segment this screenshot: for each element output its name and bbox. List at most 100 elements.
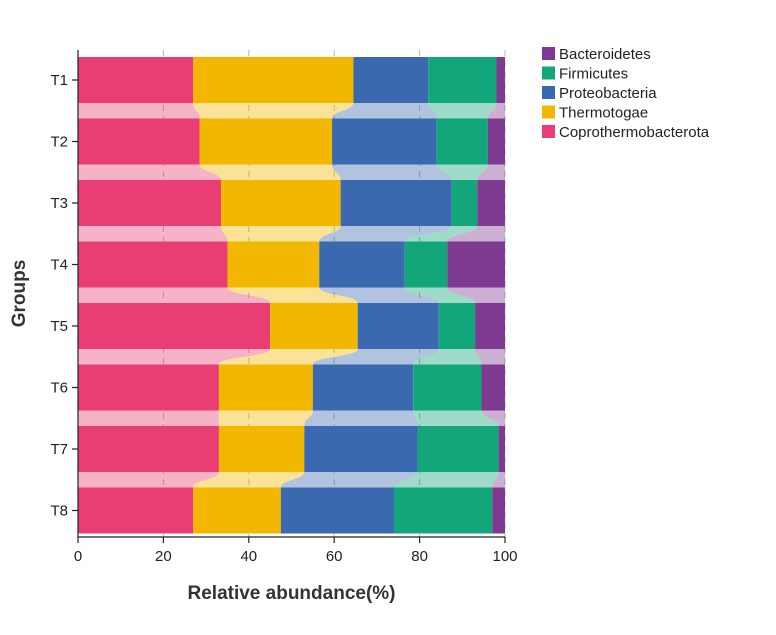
bar-t1-coprothermobacterota	[78, 57, 194, 103]
y-tick-label: T1	[50, 72, 68, 89]
bar-t3-bacteroidetes	[477, 180, 505, 226]
ribbon-proteobacteria	[319, 226, 452, 242]
bars	[78, 57, 505, 534]
bar-t3-firmicutes	[451, 180, 478, 226]
y-tick-label: T4	[50, 257, 68, 274]
bar-t7-bacteroidetes	[498, 426, 505, 472]
ribbon-thermotogae	[218, 410, 313, 426]
ribbon-thermotogae	[227, 287, 358, 303]
ribbon-bacteroidetes	[477, 164, 505, 180]
bar-t2-thermotogae	[199, 118, 333, 165]
bar-t1-bacteroidetes	[496, 57, 505, 103]
bar-t1-proteobacteria	[353, 57, 429, 103]
bar-t6-thermotogae	[218, 364, 313, 411]
bar-t1-firmicutes	[428, 57, 497, 103]
ribbon-thermotogae	[193, 472, 305, 488]
x-tick-label: 0	[74, 548, 82, 565]
bar-t2-proteobacteria	[332, 118, 437, 165]
bar-t8-coprothermobacterota	[78, 487, 194, 534]
bar-t8-bacteroidetes	[492, 487, 505, 534]
legend-label: Firmicutes	[559, 66, 628, 83]
bar-t6-proteobacteria	[312, 364, 414, 411]
ribbon-thermotogae	[218, 349, 358, 365]
bar-t4-coprothermobacterota	[78, 241, 228, 288]
ribbon-coprothermobacterota	[78, 287, 271, 303]
ribbon-thermotogae	[221, 226, 341, 242]
y-tick-label: T7	[50, 441, 68, 458]
bar-t5-coprothermobacterota	[78, 303, 271, 349]
bar-t3-coprothermobacterota	[78, 180, 222, 226]
bar-t4-thermotogae	[227, 241, 320, 288]
y-tick-label: T2	[50, 134, 68, 151]
alluvial-ribbons	[78, 103, 505, 488]
bar-t8-proteobacteria	[280, 487, 394, 534]
ribbon-bacteroidetes	[447, 226, 505, 242]
legend-label: Thermotogae	[559, 105, 648, 122]
bar-t2-bacteroidetes	[487, 118, 505, 165]
ribbon-bacteroidetes	[447, 287, 505, 303]
bar-t5-proteobacteria	[357, 303, 439, 349]
legend-swatch	[542, 47, 555, 60]
ribbon-firmicutes	[404, 226, 478, 242]
y-tick-label: T6	[50, 380, 68, 397]
bar-t2-firmicutes	[436, 118, 488, 165]
ribbon-firmicutes	[428, 103, 497, 119]
ribbon-thermotogae	[199, 164, 341, 180]
ribbon-coprothermobacterota	[78, 472, 219, 488]
bar-t6-bacteroidetes	[481, 364, 505, 411]
ribbon-proteobacteria	[312, 349, 439, 365]
legend: Bacteroidetes Firmicutes Proteobacteria The…	[542, 46, 710, 141]
bar-t3-thermotogae	[221, 180, 341, 226]
y-tick-label: T5	[50, 318, 68, 335]
bar-t4-firmicutes	[404, 241, 448, 288]
legend-swatch	[542, 86, 555, 99]
ribbon-thermotogae	[193, 103, 354, 119]
bar-t8-thermotogae	[193, 487, 281, 534]
legend-label: Coprothermobacterota	[559, 124, 710, 141]
bar-t1-thermotogae	[193, 57, 354, 103]
ribbon-firmicutes	[413, 410, 499, 426]
bar-t5-firmicutes	[438, 303, 476, 349]
ribbon-bacteroidetes	[492, 472, 505, 488]
legend-label: Proteobacteria	[559, 85, 657, 102]
ribbon-proteobacteria	[332, 103, 437, 119]
y-tick-label: T8	[50, 503, 68, 520]
bar-t8-firmicutes	[393, 487, 493, 534]
ticks: 0 20 40 60 80 100 T1 T2 T3 T4 T5 T6 T7 T8	[50, 72, 517, 565]
ribbon-coprothermobacterota	[78, 164, 222, 180]
ribbon-coprothermobacterota	[78, 226, 228, 242]
bar-t2-coprothermobacterota	[78, 118, 200, 165]
y-tick-label: T3	[50, 195, 68, 212]
ribbon-proteobacteria	[280, 472, 418, 488]
bar-t7-thermotogae	[218, 426, 305, 472]
bar-t4-proteobacteria	[319, 241, 405, 288]
bar-t6-coprothermobacterota	[78, 364, 219, 411]
ribbon-proteobacteria	[319, 287, 439, 303]
bar-t5-thermotogae	[270, 303, 358, 349]
legend-swatch	[542, 105, 555, 119]
ribbon-coprothermobacterota	[78, 103, 200, 119]
bar-t7-proteobacteria	[304, 426, 418, 472]
x-tick-label: 80	[411, 548, 428, 565]
x-tick-label: 60	[326, 548, 343, 565]
ribbon-bacteroidetes	[487, 103, 505, 119]
legend-swatch	[542, 66, 555, 80]
legend-swatch	[542, 125, 555, 138]
ribbon-proteobacteria	[304, 410, 418, 426]
legend-label: Bacteroidetes	[559, 46, 651, 63]
axes	[77, 50, 505, 538]
ribbon-bacteroidetes	[481, 410, 505, 426]
bar-t4-bacteroidetes	[447, 241, 505, 288]
bar-t7-firmicutes	[417, 426, 499, 472]
ribbon-firmicutes	[404, 287, 476, 303]
ribbon-coprothermobacterota	[78, 410, 219, 426]
ribbon-firmicutes	[436, 164, 488, 180]
x-tick-label: 20	[155, 548, 172, 565]
x-axis-title: Relative abundance(%)	[188, 583, 396, 604]
y-axis-title: Groups	[9, 260, 30, 328]
ribbon-firmicutes	[413, 349, 482, 365]
x-tick-label: 100	[492, 548, 517, 565]
bar-t5-bacteroidetes	[475, 303, 505, 349]
bar-t6-firmicutes	[413, 364, 482, 411]
